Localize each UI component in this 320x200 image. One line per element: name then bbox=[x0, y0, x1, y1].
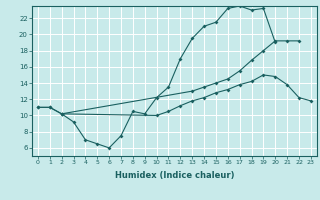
X-axis label: Humidex (Indice chaleur): Humidex (Indice chaleur) bbox=[115, 171, 234, 180]
